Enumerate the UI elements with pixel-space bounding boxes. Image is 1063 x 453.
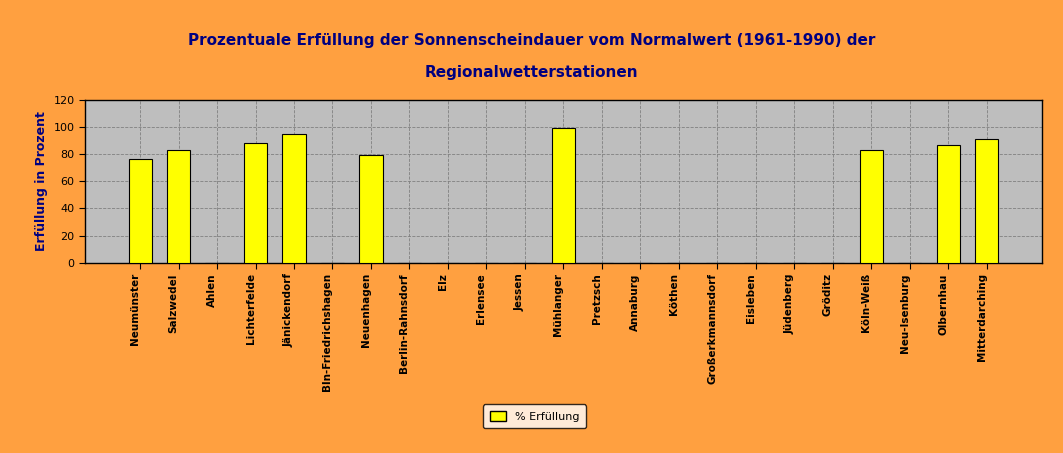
Bar xyxy=(283,134,305,263)
Bar xyxy=(359,155,383,263)
Y-axis label: Erfüllung in Prozent: Erfüllung in Prozent xyxy=(35,111,48,251)
Bar xyxy=(552,128,575,263)
Bar xyxy=(129,159,152,263)
Legend: % Erfüllung: % Erfüllung xyxy=(483,405,587,429)
Bar xyxy=(860,150,882,263)
Bar xyxy=(244,143,267,263)
Text: Regionalwetterstationen: Regionalwetterstationen xyxy=(425,65,638,80)
Bar xyxy=(975,139,998,263)
Bar xyxy=(167,150,190,263)
Bar xyxy=(937,145,960,263)
Text: Prozentuale Erfüllung der Sonnenscheindauer vom Normalwert (1961-1990) der: Prozentuale Erfüllung der Sonnenscheinda… xyxy=(188,33,875,48)
